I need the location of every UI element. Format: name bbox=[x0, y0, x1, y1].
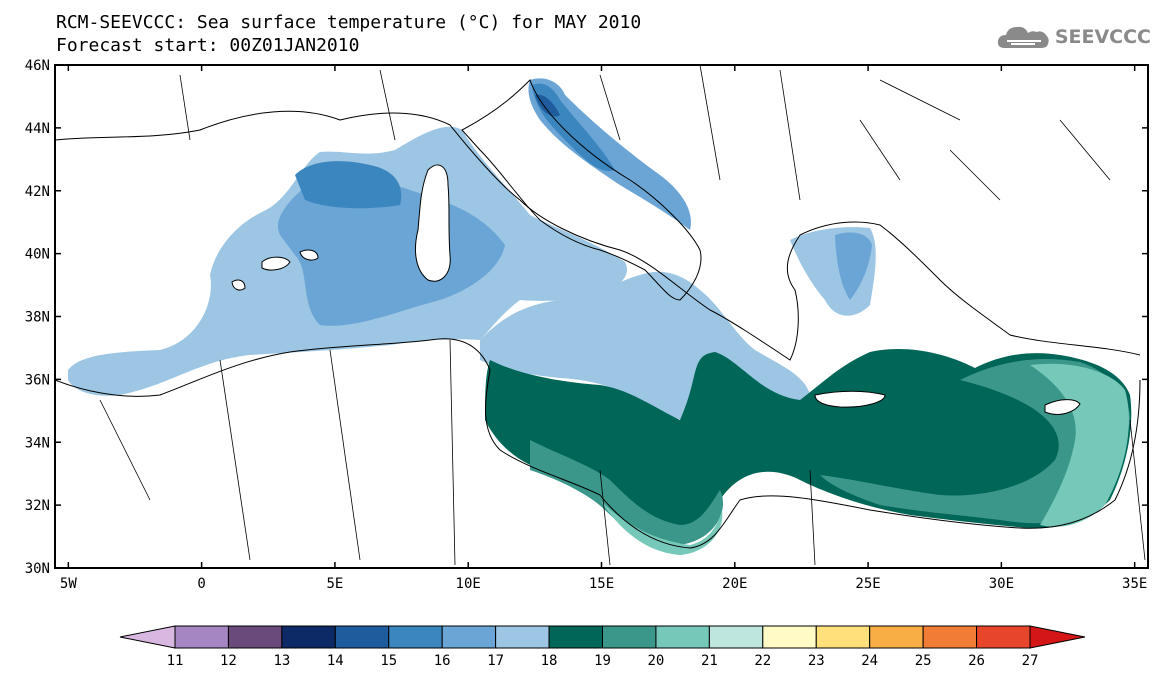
crete bbox=[814, 390, 886, 408]
lat-tick-label: 32N bbox=[25, 498, 50, 514]
lon-tick-label: 5W bbox=[60, 576, 77, 592]
lon-tick-label: 5E bbox=[326, 576, 343, 592]
latitude-axis: 30N 32N 34N 36N 38N 40N 42N 44N 46N bbox=[25, 58, 1148, 577]
colorbar-label: 15 bbox=[380, 653, 397, 669]
sea-libya-21 bbox=[600, 500, 723, 555]
colorbar-label: 27 bbox=[1022, 653, 1039, 669]
corsica-sardinia bbox=[415, 164, 451, 282]
lon-tick-label: 0 bbox=[197, 576, 205, 592]
lon-tick-label: 20E bbox=[722, 576, 747, 592]
colorbar-box bbox=[708, 625, 764, 649]
colorbar-label: 20 bbox=[648, 653, 665, 669]
colorbar-box bbox=[281, 625, 336, 649]
lat-tick-label: 36N bbox=[25, 372, 50, 388]
colorbar-box bbox=[762, 625, 817, 649]
balearic-islands bbox=[231, 249, 319, 291]
colorbar-box bbox=[495, 625, 550, 649]
colorbar-box bbox=[922, 625, 978, 649]
longitude-axis: 5W 0 5E 10E 15E 20E 25E 30E 35E bbox=[60, 65, 1147, 592]
colorbar-box bbox=[602, 625, 657, 649]
colorbar-label: 18 bbox=[541, 653, 558, 669]
sea-aegean-16 bbox=[835, 232, 872, 300]
lon-tick-label: 35E bbox=[1122, 576, 1147, 592]
sea-adriatic-14 bbox=[535, 94, 560, 117]
colorbar-label: 14 bbox=[327, 653, 344, 669]
lon-tick-label: 15E bbox=[589, 576, 614, 592]
sea-east-21 bbox=[1030, 363, 1129, 527]
colorbar-over-triangle bbox=[1029, 625, 1086, 649]
colorbar-under-triangle bbox=[119, 625, 176, 649]
country-borders bbox=[99, 64, 1146, 566]
colorbar: 11 12 13 14 15 16 17 18 19 20 21 22 23 24 25 26 27 bbox=[119, 625, 1086, 669]
colorbar-box bbox=[655, 625, 710, 649]
colorbar-label: 17 bbox=[487, 653, 504, 669]
colorbar-box bbox=[388, 625, 443, 649]
colorbar-box bbox=[227, 625, 283, 649]
sea-east-20 bbox=[820, 359, 1130, 524]
colorbar-label: 11 bbox=[167, 653, 184, 669]
colorbar-label: 22 bbox=[754, 653, 771, 669]
colorbar-label: 21 bbox=[701, 653, 718, 669]
lat-tick-label: 40N bbox=[25, 247, 50, 263]
lon-tick-label: 30E bbox=[989, 576, 1014, 592]
colorbar-box bbox=[174, 625, 229, 649]
lat-tick-label: 46N bbox=[25, 58, 50, 74]
seevccc-logo: SEEVCCC bbox=[995, 22, 1151, 52]
colorbar-box bbox=[548, 625, 603, 649]
coastline-north bbox=[54, 110, 1141, 361]
lat-tick-label: 42N bbox=[25, 184, 50, 200]
colorbar-label: 16 bbox=[434, 653, 451, 669]
colorbar-box bbox=[976, 625, 1031, 649]
lat-tick-label: 30N bbox=[25, 561, 50, 577]
forecast-start-label: Forecast start: 00Z01JAN2010 bbox=[56, 35, 360, 56]
colorbar-box bbox=[815, 625, 871, 649]
colorbar-box bbox=[441, 625, 497, 649]
colorbar-label: 23 bbox=[808, 653, 825, 669]
colorbar-label: 13 bbox=[273, 653, 290, 669]
colorbar-label: 24 bbox=[861, 653, 878, 669]
colorbar-label: 19 bbox=[594, 653, 611, 669]
lat-tick-label: 38N bbox=[25, 310, 50, 326]
cyprus bbox=[1044, 399, 1081, 415]
coastline-italy bbox=[461, 79, 702, 301]
lon-tick-label: 25E bbox=[855, 576, 880, 592]
lat-tick-label: 34N bbox=[25, 435, 50, 451]
colorbar-box bbox=[869, 625, 924, 649]
logo-text: SEEVCCC bbox=[1054, 26, 1151, 48]
colorbar-label: 12 bbox=[220, 653, 237, 669]
map-title: RCM-SEEVCCC: Sea surface temperature (°C… bbox=[56, 12, 642, 33]
colorbar-box bbox=[334, 625, 390, 649]
sea-libya-20 bbox=[530, 440, 724, 545]
colorbar-label: 25 bbox=[915, 653, 932, 669]
lon-tick-label: 10E bbox=[456, 576, 481, 592]
lat-tick-label: 44N bbox=[25, 121, 50, 137]
sea-east-19 bbox=[485, 348, 1132, 541]
colorbar-label: 26 bbox=[968, 653, 985, 669]
cloud-logo-icon bbox=[997, 26, 1049, 48]
sea-lion-15 bbox=[295, 161, 402, 209]
